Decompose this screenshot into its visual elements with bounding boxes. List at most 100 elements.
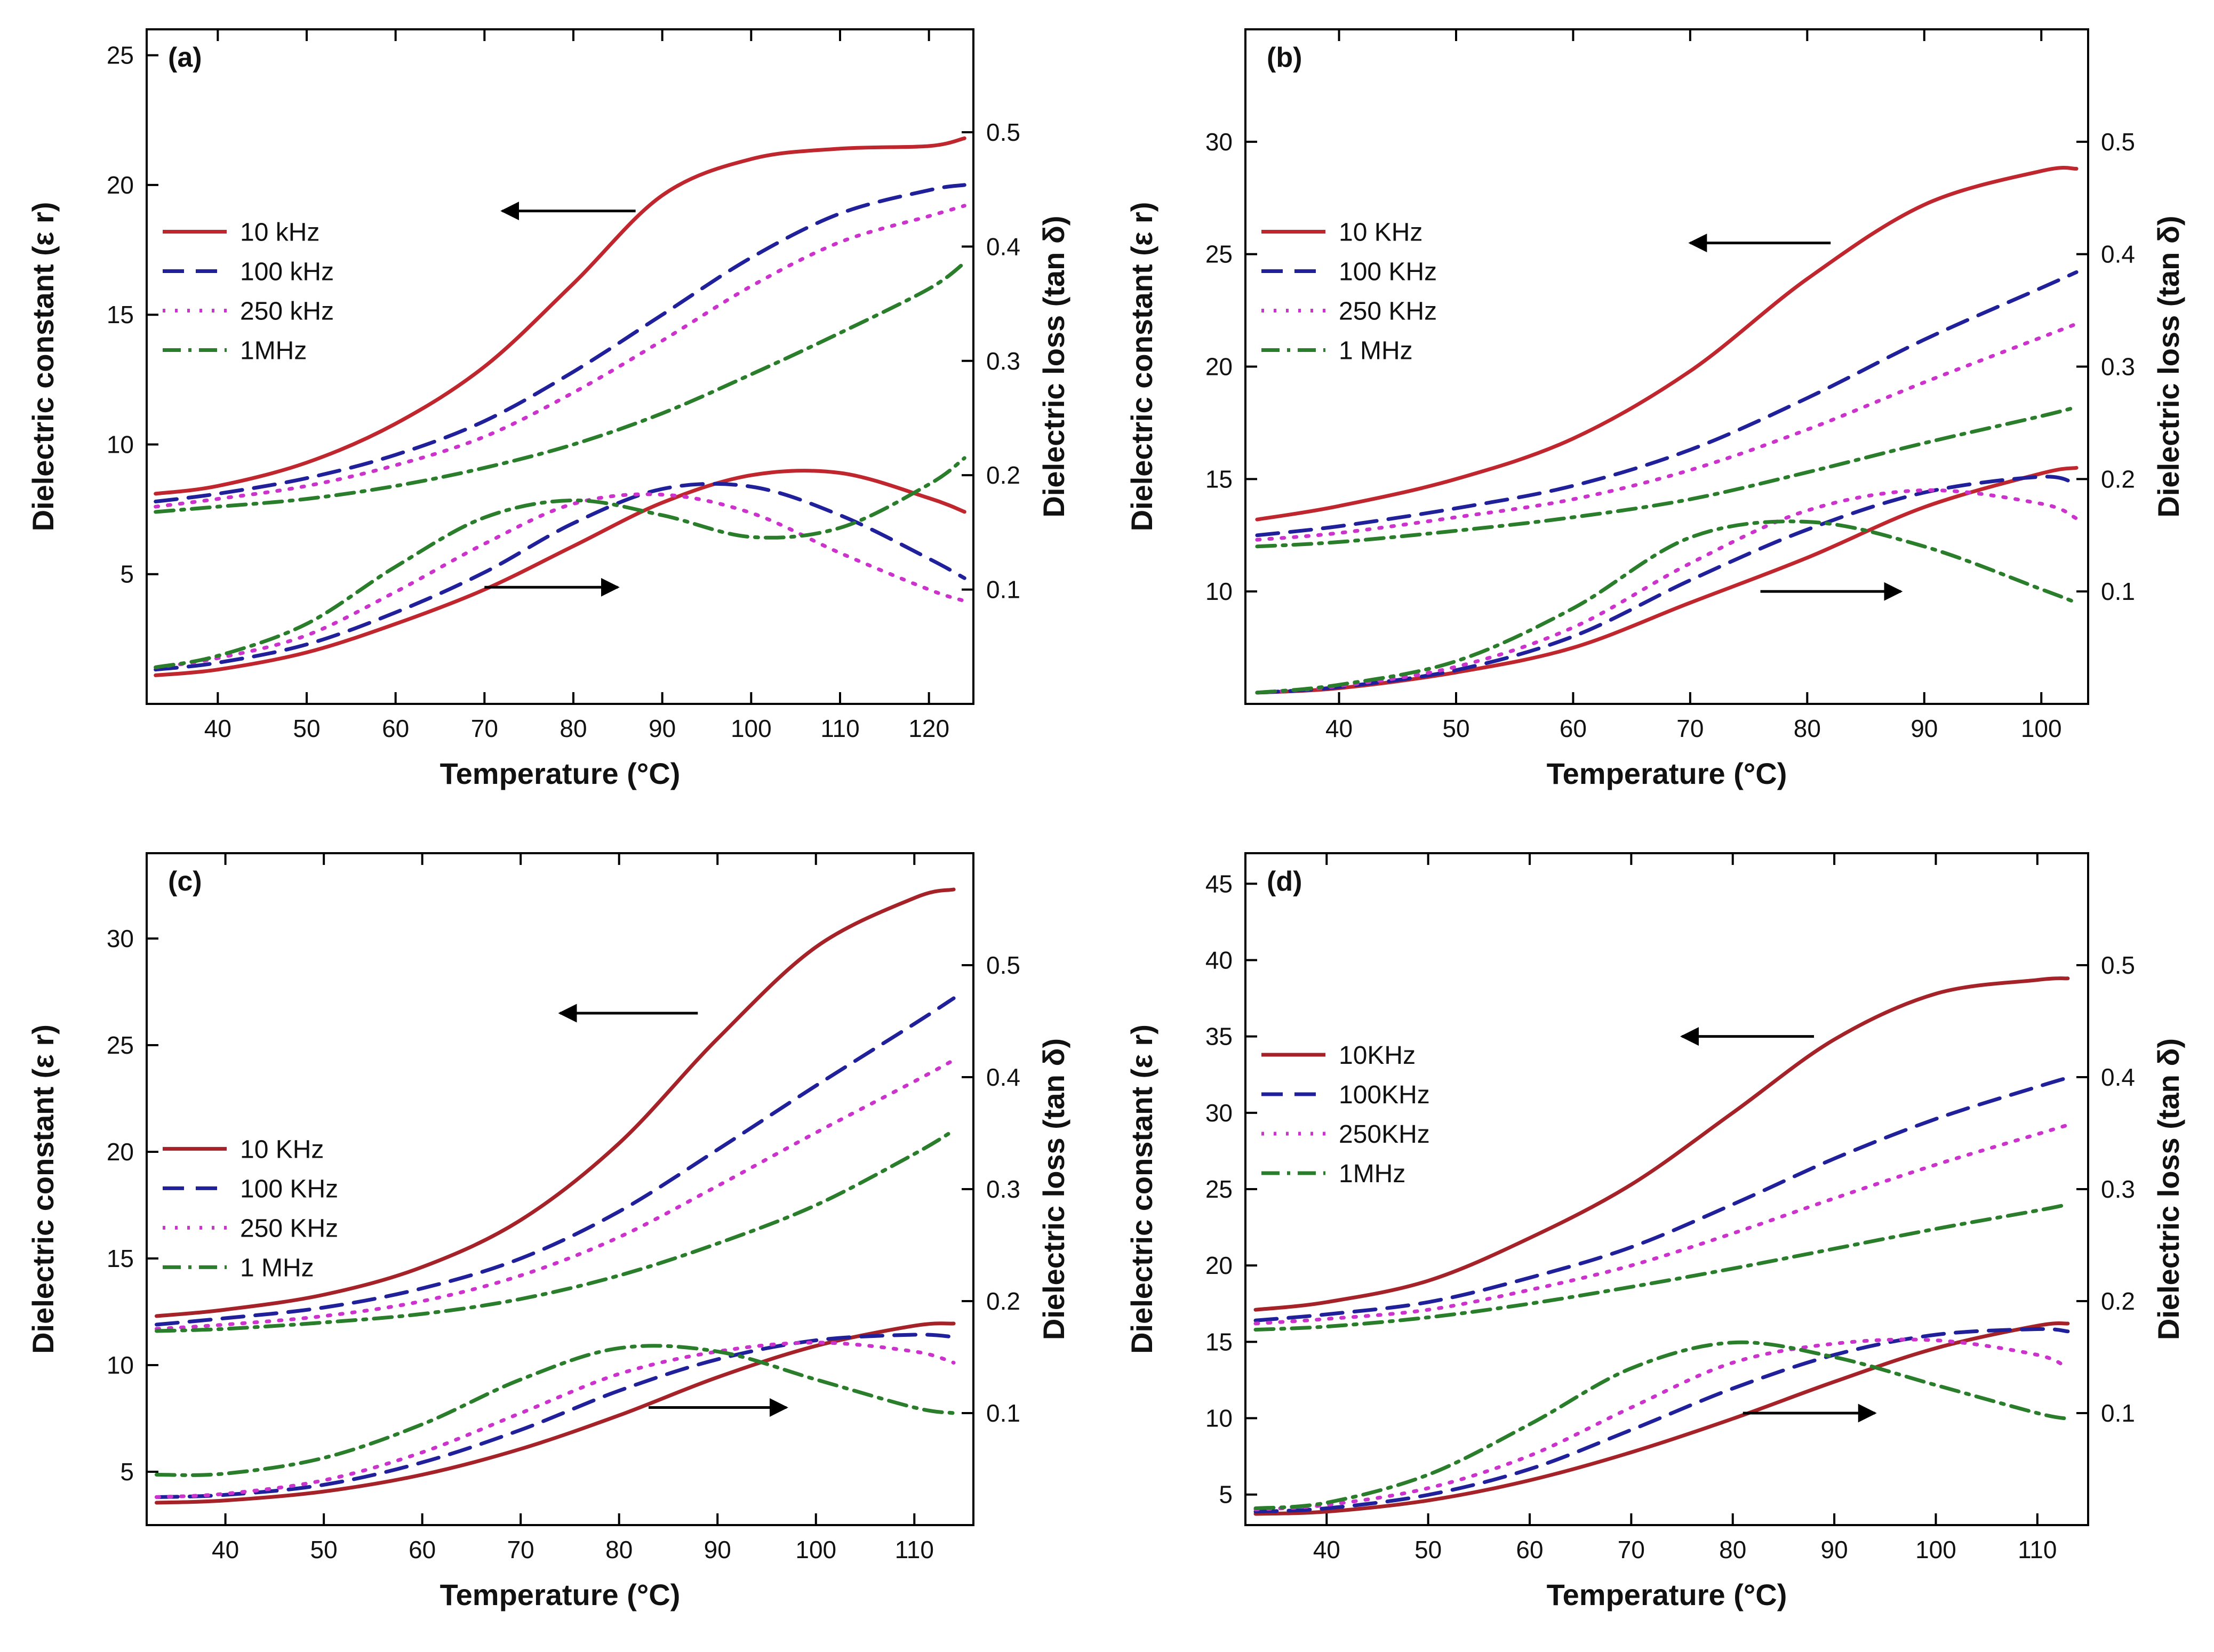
legend-label: 250 KHz — [240, 1214, 338, 1242]
y-right-axis-title: Dielectric loss (tan δ) — [2152, 215, 2185, 517]
series-line-right-5 — [1253, 1327, 2070, 1514]
series-line-right-7 — [1255, 519, 2079, 695]
y-left-tick-label: 10 — [107, 430, 134, 458]
y-left-tick-label: 25 — [1205, 240, 1233, 268]
y-right-tick-label: 0.2 — [2101, 1287, 2135, 1315]
series-line-right-5 — [155, 1333, 956, 1499]
series-line-left-1 — [1253, 1076, 2070, 1322]
panel-d: 40 50 60 70 80 90 100 110 5 10 15 20 25 30 35 40 45 0.1 0.… — [1125, 852, 2185, 1611]
plot-frame — [1244, 28, 2089, 705]
legend-label: 250KHz — [1339, 1120, 1430, 1149]
y-left-tick-label: 35 — [1205, 1023, 1233, 1050]
series-line-left-3 — [1255, 405, 2079, 549]
x-tick-label: 110 — [820, 715, 859, 742]
y-right-tick-label: 0.4 — [2101, 240, 2135, 268]
y-left-tick-label: 20 — [1205, 1252, 1233, 1279]
x-tick-label: 60 — [1516, 1536, 1543, 1563]
series-line-left-0 — [154, 136, 966, 496]
series-line-left-3 — [154, 261, 966, 514]
series-line-right-6 — [154, 492, 966, 669]
y-right-axis-title: Dielectric loss (tan δ) — [1037, 1038, 1070, 1340]
x-tick-label: 110 — [895, 1536, 934, 1563]
panel-b: 40 50 60 70 80 90 100 10 15 20 25 30 0.1 0.2 0.3 0.4 0.5… — [1125, 28, 2185, 790]
x-tick-label: 90 — [1911, 715, 1938, 742]
legend-label: 1MHz — [240, 337, 307, 365]
x-axis-title: Temperature (°C) — [440, 1578, 681, 1611]
y-right-tick-label: 0.3 — [2101, 353, 2135, 381]
series-line-right-5 — [154, 482, 966, 672]
panel-label: (b) — [1267, 42, 1302, 73]
x-tick-label: 70 — [1618, 1536, 1645, 1563]
y-right-tick-label: 0.3 — [2101, 1175, 2135, 1203]
y-right-tick-label: 0.2 — [986, 1287, 1020, 1315]
y-right-tick-label: 0.4 — [986, 1063, 1020, 1091]
x-tick-label: 80 — [1719, 1536, 1746, 1563]
y-left-tick-label: 30 — [1205, 1099, 1233, 1127]
series-line-right-7 — [1253, 1340, 2070, 1510]
x-tick-label: 90 — [1821, 1536, 1848, 1563]
x-tick-label: 40 — [204, 715, 231, 742]
x-tick-label: 100 — [1915, 1536, 1956, 1563]
x-tick-label: 50 — [1442, 715, 1469, 742]
legend-label: 100 KHz — [1339, 258, 1437, 286]
series-line-right-7 — [154, 456, 966, 669]
series-line-left-3 — [155, 1128, 956, 1333]
legend-label: 10 KHz — [1339, 219, 1422, 247]
series-line-left-2 — [1255, 322, 2079, 542]
x-axis-title: Temperature (°C) — [440, 757, 681, 790]
series-line-right-4 — [1255, 466, 2079, 695]
legend: 10KHz 100KHz 250KHz 1MHz — [1261, 1041, 1430, 1188]
y-left-tick-label: 10 — [1205, 578, 1233, 605]
y-right-tick-label: 0.2 — [986, 461, 1020, 489]
legend-label: 100 kHz — [240, 258, 334, 286]
x-tick-label: 100 — [731, 715, 772, 742]
y-left-axis-title: Dielectric constant (ε r) — [1125, 202, 1158, 532]
x-tick-label: 60 — [409, 1536, 436, 1563]
y-left-tick-label: 25 — [107, 42, 134, 69]
plot-frame — [1244, 852, 2089, 1526]
y-right-tick-label: 0.5 — [986, 951, 1020, 979]
series-line-right-4 — [1253, 1321, 2070, 1516]
y-left-tick-label: 45 — [1205, 870, 1233, 897]
y-left-tick-label: 40 — [1205, 946, 1233, 974]
legend-label: 100KHz — [1339, 1081, 1430, 1109]
panel-c: 40 50 60 70 80 90 100 110 5 10 15 20 25 30 0.1 0.2 0.3 0.… — [26, 852, 1070, 1611]
x-tick-label: 80 — [605, 1536, 633, 1563]
y-left-tick-label: 10 — [107, 1351, 134, 1379]
series-line-left-0 — [155, 887, 956, 1318]
y-right-tick-label: 0.1 — [986, 576, 1020, 604]
series-line-left-2 — [154, 204, 966, 509]
series-line-left-3 — [1253, 1202, 2070, 1332]
x-tick-label: 50 — [293, 715, 320, 742]
y-left-tick-label: 20 — [107, 171, 134, 199]
x-tick-label: 50 — [310, 1536, 338, 1563]
x-tick-label: 90 — [649, 715, 676, 742]
legend-label: 10 kHz — [240, 219, 319, 247]
y-left-tick-label: 30 — [107, 925, 134, 952]
x-tick-label: 70 — [1676, 715, 1704, 742]
y-left-tick-label: 25 — [1205, 1175, 1233, 1203]
y-left-tick-label: 15 — [1205, 465, 1233, 493]
x-tick-label: 70 — [471, 715, 498, 742]
y-right-tick-label: 0.5 — [2101, 951, 2135, 979]
x-tick-label: 50 — [1414, 1536, 1442, 1563]
legend-label: 1 MHz — [1339, 337, 1413, 365]
x-tick-label: 100 — [2021, 715, 2062, 742]
series-line-right-4 — [154, 469, 966, 677]
panel-a: 40 50 60 70 80 90 100 110 120 5 10 15 20 25 0.1 0.2 0.3 0… — [26, 28, 1070, 790]
series-line-left-0 — [1253, 976, 2070, 1312]
y-right-tick-label: 0.5 — [986, 118, 1020, 146]
series-line-left-2 — [1253, 1123, 2070, 1326]
series-line-left-1 — [1255, 270, 2079, 538]
x-tick-label: 40 — [1313, 1536, 1340, 1563]
y-right-axis-title: Dielectric loss (tan δ) — [2152, 1038, 2185, 1340]
x-tick-label: 70 — [507, 1536, 534, 1563]
x-tick-label: 40 — [212, 1536, 239, 1563]
y-right-tick-label: 0.1 — [2101, 1399, 2135, 1427]
legend-label: 10KHz — [1339, 1041, 1416, 1070]
x-tick-label: 90 — [704, 1536, 731, 1563]
panel-label: (d) — [1267, 866, 1302, 897]
series-line-right-5 — [1255, 475, 2079, 695]
legend-label: 1MHz — [1339, 1160, 1405, 1188]
legend: 10 kHz 100 kHz 250 kHz 1MHz — [163, 219, 334, 365]
